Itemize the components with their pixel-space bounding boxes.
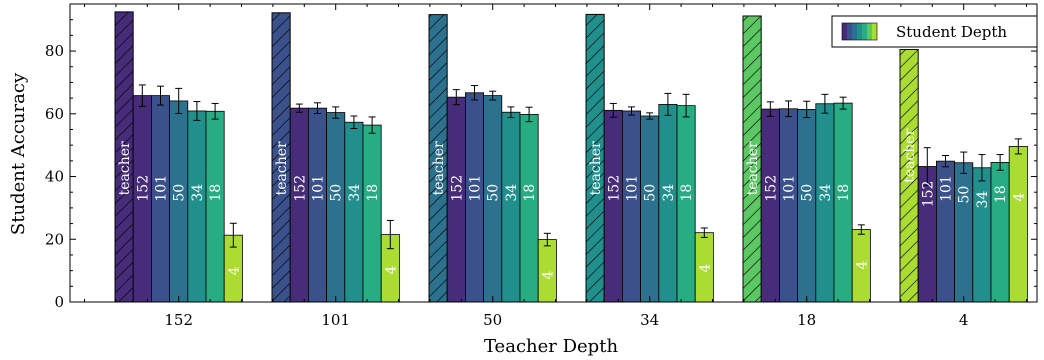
student-bar — [307, 107, 327, 303]
student-bar — [954, 162, 974, 303]
legend-label: Student Depth — [896, 23, 1007, 41]
x-tick-label: 50 — [483, 311, 502, 329]
student-bar — [1008, 146, 1028, 303]
x-tick-label: 152 — [164, 311, 193, 329]
y-tick-label: 40 — [45, 168, 64, 186]
student-bar-label: 18 — [836, 184, 852, 202]
student-bar-label: 50 — [329, 184, 345, 202]
legend-swatch — [857, 23, 862, 40]
student-bar-label: 101 — [154, 175, 170, 202]
legend-swatch — [842, 23, 847, 40]
legend-swatch — [867, 23, 872, 40]
student-bar-label: 152 — [292, 175, 308, 202]
student-bar-label: 50 — [486, 184, 502, 202]
student-bar — [519, 114, 539, 303]
student-bar — [779, 108, 799, 303]
y-tick-label: 80 — [45, 42, 64, 60]
student-bar-label: 101 — [782, 175, 798, 202]
student-bar — [760, 108, 780, 303]
student-bar-label: 101 — [939, 175, 955, 202]
legend-swatch — [862, 23, 867, 40]
student-bar-label: 50 — [957, 186, 973, 204]
student-bar-label: 152 — [606, 175, 622, 202]
student-bar — [658, 103, 678, 303]
student-bar-label: 152 — [449, 175, 465, 202]
student-bar-label: 34 — [347, 184, 363, 202]
student-bar — [501, 111, 521, 303]
student-bar — [676, 105, 696, 303]
student-bar-label: 50 — [172, 184, 188, 202]
student-bar-label: 18 — [522, 184, 538, 202]
student-bar-label: 152 — [763, 175, 779, 202]
student-bar-label: 4 — [226, 266, 242, 275]
y-tick-label: 0 — [54, 293, 64, 311]
student-bar — [990, 162, 1010, 303]
x-tick-label: 101 — [321, 311, 350, 329]
legend-swatch — [847, 23, 852, 40]
student-bar — [289, 107, 309, 303]
student-bar — [603, 109, 623, 303]
student-bar-label: 4 — [697, 264, 713, 273]
student-bar-label: 4 — [540, 271, 556, 280]
y-tick-label: 20 — [45, 230, 64, 248]
y-tick-label: 60 — [45, 105, 64, 123]
student-bar-label: 50 — [800, 184, 816, 202]
student-bar-label: 34 — [661, 184, 677, 202]
student-bar-label: 4 — [1011, 193, 1027, 202]
teacher-bar-label: teacher — [588, 141, 604, 195]
legend-swatch — [872, 23, 877, 40]
student-bar — [797, 108, 817, 303]
student-bar-label: 34 — [975, 191, 991, 209]
legend-swatches — [841, 22, 878, 41]
student-bar-label: 34 — [190, 184, 206, 202]
student-bar-label: 101 — [468, 175, 484, 202]
student-bar-label: 101 — [311, 175, 327, 202]
student-bar — [344, 121, 364, 303]
x-tick-label: 18 — [797, 311, 816, 329]
teacher-bar-label: teacher — [745, 141, 761, 195]
student-bar-label: 18 — [993, 185, 1009, 203]
student-bar-label: 4 — [854, 261, 870, 270]
legend: Student Depth — [831, 15, 1038, 48]
student-bar-label: 34 — [504, 184, 520, 202]
student-bar — [640, 115, 660, 303]
y-axis-label: Student Accuracy — [8, 72, 29, 235]
student-bar-label: 4 — [383, 266, 399, 275]
student-bar — [622, 110, 642, 303]
teacher-bar-label: teacher — [431, 141, 447, 195]
student-bar-label: 152 — [135, 175, 151, 202]
teacher-bar-label: teacher — [274, 141, 290, 195]
plot-frame — [69, 3, 1038, 303]
student-bar-label: 34 — [818, 184, 834, 202]
student-bar-label: 152 — [920, 181, 936, 208]
student-bar — [972, 167, 992, 303]
x-axis-label: Teacher Depth — [484, 336, 618, 357]
legend-swatch — [852, 23, 857, 40]
student-bar-label: 18 — [679, 184, 695, 202]
student-bar-label: 18 — [365, 184, 381, 202]
student-bar — [326, 112, 346, 303]
student-bar-label: 101 — [625, 175, 641, 202]
student-bar — [815, 103, 835, 303]
student-bar — [205, 110, 225, 303]
legend-swatch-border — [841, 22, 878, 41]
student-bar — [362, 124, 382, 303]
student-bar — [187, 110, 207, 303]
student-bar-label: 50 — [643, 184, 659, 202]
student-bar-label: 18 — [208, 184, 224, 202]
teacher-bar-label: teacher — [117, 141, 133, 195]
teacher-bar-label: teacher — [902, 128, 918, 182]
x-tick-label: 4 — [959, 311, 969, 329]
x-tick-label: 34 — [640, 311, 659, 329]
